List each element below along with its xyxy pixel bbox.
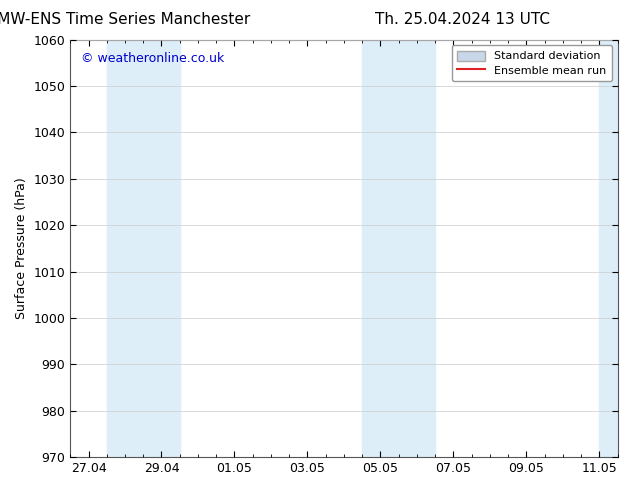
Bar (599, 40, 618, 457)
Legend: Standard deviation, Ensemble mean run: Standard deviation, Ensemble mean run (452, 45, 612, 81)
Text: Th. 25.04.2024 13 UTC: Th. 25.04.2024 13 UTC (375, 12, 550, 27)
Bar (362, 40, 399, 457)
Bar (143, 40, 179, 457)
Text: © weatheronline.co.uk: © weatheronline.co.uk (81, 52, 224, 65)
Bar (399, 40, 435, 457)
Y-axis label: Surface Pressure (hPa): Surface Pressure (hPa) (15, 177, 28, 319)
Bar (107, 40, 143, 457)
Text: ECMW-ENS Time Series Manchester: ECMW-ENS Time Series Manchester (0, 12, 250, 27)
